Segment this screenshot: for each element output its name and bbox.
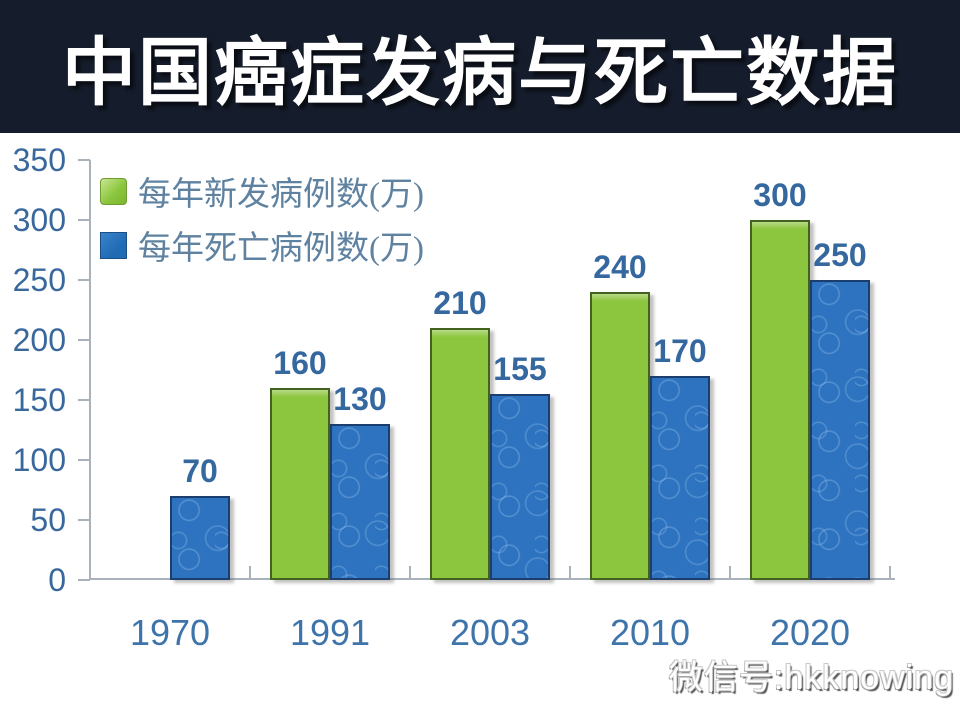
bar-value-label: 240 (593, 249, 647, 285)
y-axis-line (89, 160, 91, 580)
x-tick-label: 1991 (289, 612, 371, 653)
y-tick-label: 350 (12, 142, 66, 178)
bar-value-label: 160 (273, 345, 327, 381)
bar-每年新发病例数(万)-2020 (750, 220, 810, 580)
watermark-wechat-id: 微信号:hkknowing (668, 659, 954, 697)
x-tick (729, 566, 731, 578)
bar-每年死亡病例数(万)-2010 (650, 376, 710, 580)
x-tick-label: 2020 (769, 612, 851, 653)
bar-value-label: 130 (333, 381, 387, 417)
y-tick (78, 579, 90, 581)
bar-每年死亡病例数(万)-2003 (490, 394, 550, 580)
bar-value-label: 250 (813, 237, 867, 273)
y-tick-label: 100 (12, 442, 66, 478)
x-tick (889, 566, 891, 578)
y-tick (78, 159, 90, 161)
legend-label-deaths: 每年死亡病例数(万) (138, 231, 424, 267)
y-tick-label: 50 (30, 502, 66, 538)
y-tick-label: 150 (12, 382, 66, 418)
bar-每年死亡病例数(万)-2020 (810, 280, 870, 580)
x-tick (249, 566, 251, 578)
y-tick-label: 250 (12, 262, 66, 298)
chart-legend: 每年新发病例数(万) 每年死亡病例数(万) (100, 176, 424, 284)
y-tick (78, 399, 90, 401)
legend-swatch-blue-icon (100, 231, 127, 259)
bar-value-label: 300 (753, 177, 807, 213)
bar-每年新发病例数(万)-2003 (430, 328, 490, 580)
bar-value-label: 210 (433, 285, 487, 321)
y-tick (78, 339, 90, 341)
x-tick (409, 566, 411, 578)
bar-每年死亡病例数(万)-1991 (330, 424, 390, 580)
bar-每年死亡病例数(万)-1970 (170, 496, 230, 580)
y-tick (78, 519, 90, 521)
title-banner: 中国癌症发病与死亡数据 (0, 0, 960, 133)
legend-label-new-cases: 每年新发病例数(万) (138, 177, 424, 213)
bar-每年新发病例数(万)-1991 (270, 388, 330, 580)
x-tick-label: 2003 (449, 612, 531, 653)
legend-swatch-green-icon (100, 177, 127, 205)
bar-value-label: 170 (653, 333, 707, 369)
x-tick-label: 1970 (129, 612, 211, 653)
y-tick-label: 300 (12, 202, 66, 238)
y-tick-label: 200 (12, 322, 66, 358)
y-tick (78, 459, 90, 461)
page-title: 中国癌症发病与死亡数据 (62, 31, 898, 114)
y-tick (78, 219, 90, 221)
y-tick (78, 279, 90, 281)
legend-item-deaths: 每年死亡病例数(万) (100, 230, 424, 267)
y-tick-label: 0 (48, 562, 66, 598)
bar-每年新发病例数(万)-2010 (590, 292, 650, 580)
x-tick (569, 566, 571, 578)
x-tick-label: 2010 (609, 612, 691, 653)
bar-value-label: 155 (493, 351, 547, 387)
legend-item-new-cases: 每年新发病例数(万) (100, 176, 424, 213)
bar-value-label: 70 (182, 453, 218, 489)
